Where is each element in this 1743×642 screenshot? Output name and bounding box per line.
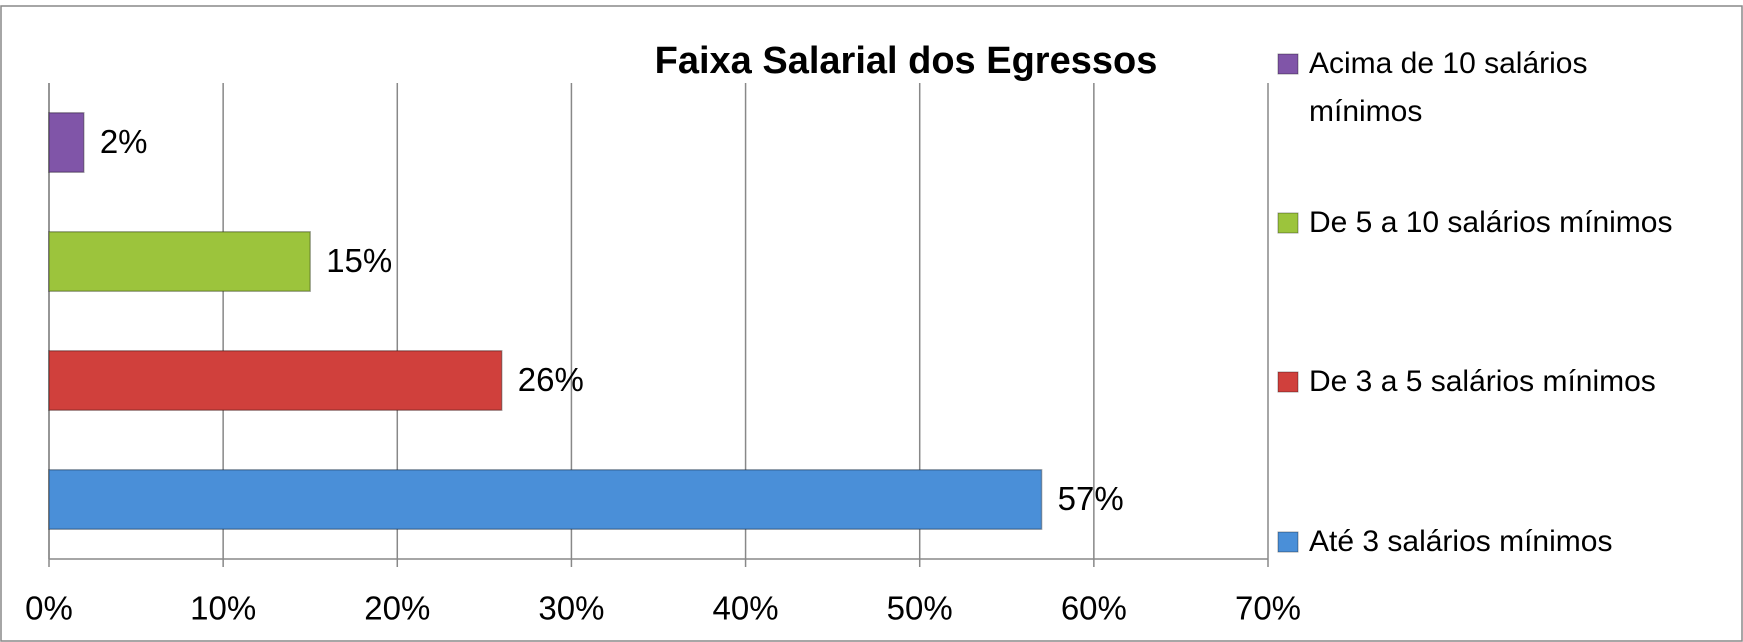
legend-swatch xyxy=(1277,531,1299,553)
x-tick-label: 40% xyxy=(713,590,779,627)
data-label: 57% xyxy=(1058,480,1124,517)
bar xyxy=(48,112,85,173)
bar xyxy=(48,469,1043,530)
x-tick-label: 10% xyxy=(190,590,256,627)
data-label: 15% xyxy=(326,242,392,279)
data-label: 26% xyxy=(518,361,584,398)
x-tick-label: 0% xyxy=(25,590,73,627)
x-tick-label: 20% xyxy=(364,590,430,627)
x-tick-label: 50% xyxy=(887,590,953,627)
data-label: 2% xyxy=(100,123,148,160)
legend-label: Acima de 10 salários mínimos xyxy=(1309,47,1588,128)
legend-label: Até 3 salários mínimos xyxy=(1309,525,1613,558)
chart-border xyxy=(0,5,1743,642)
chart-title: Faixa Salarial dos Egressos xyxy=(655,40,1158,82)
bar xyxy=(48,350,503,411)
legend-label: De 3 a 5 salários mínimos xyxy=(1309,365,1656,398)
legend-swatch xyxy=(1277,371,1299,393)
legend-label: De 5 a 10 salários mínimos xyxy=(1309,206,1673,239)
x-tick-label: 60% xyxy=(1061,590,1127,627)
x-tick-label: 30% xyxy=(538,590,604,627)
legend-swatch xyxy=(1277,212,1299,234)
x-tick-label: 70% xyxy=(1235,590,1301,627)
bar xyxy=(48,231,311,292)
legend-swatch xyxy=(1277,53,1299,75)
